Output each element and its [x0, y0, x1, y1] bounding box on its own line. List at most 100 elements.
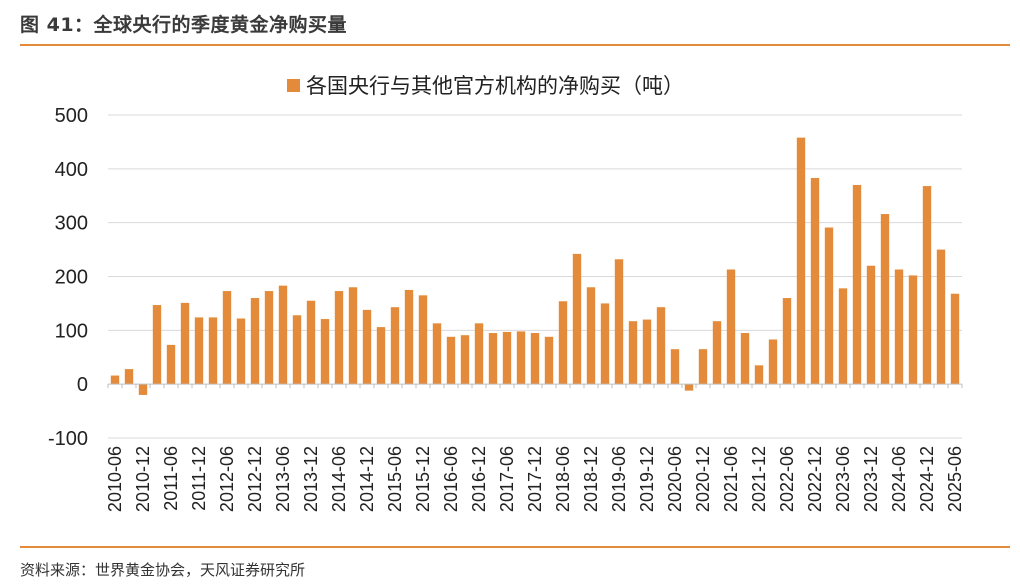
bar: [852, 184, 862, 385]
bar: [628, 321, 638, 385]
bar: [936, 249, 946, 385]
bar: [684, 384, 694, 391]
bar: [600, 303, 610, 385]
bar: [194, 317, 204, 385]
bar: [502, 331, 512, 385]
x-tick-label: 2014-06: [329, 446, 349, 512]
bar: [404, 289, 414, 385]
bar: [768, 339, 778, 385]
bar: [446, 336, 456, 385]
bar: [782, 298, 792, 385]
x-tick-label: 2010-12: [133, 446, 153, 512]
bar: [320, 319, 330, 385]
bar: [572, 253, 582, 385]
x-tick-label: 2020-06: [665, 446, 685, 512]
bar: [376, 327, 386, 385]
bar: [698, 349, 708, 385]
bar: [796, 137, 806, 385]
bar: [810, 177, 820, 385]
x-tick-label: 2019-06: [609, 446, 629, 512]
bar: [236, 318, 246, 385]
bar: [432, 323, 442, 385]
x-tick-label: 2023-06: [833, 446, 853, 512]
bar: [586, 287, 596, 385]
bar: [530, 333, 540, 385]
bar: [460, 335, 470, 385]
y-tick-label: 200: [55, 267, 88, 289]
x-tick-label: 2022-06: [777, 446, 797, 512]
bar: [754, 365, 764, 385]
bar: [362, 309, 372, 385]
x-tick-label: 2024-12: [917, 446, 937, 512]
bar: [950, 293, 960, 385]
bar: [152, 305, 162, 385]
bar: [712, 321, 722, 385]
y-tick-label: 500: [55, 105, 88, 127]
bar: [334, 291, 344, 385]
bar: [474, 323, 484, 385]
y-tick-label: 400: [55, 159, 88, 181]
bar: [488, 333, 498, 385]
x-tick-label: 2012-12: [245, 446, 265, 512]
bar: [390, 307, 400, 385]
bar: [180, 302, 190, 385]
bar: [544, 336, 554, 385]
x-tick-label: 2018-06: [553, 446, 573, 512]
bar: [166, 344, 176, 385]
x-tick-label: 2013-06: [273, 446, 293, 512]
legend-label: 各国央行与其他官方机构的净购买（吨）: [306, 74, 684, 98]
x-tick-label: 2021-12: [749, 446, 769, 512]
x-tick-label: 2011-12: [189, 446, 209, 511]
gridlines: [108, 114, 962, 439]
bar: [418, 295, 428, 385]
bar: [894, 269, 904, 385]
x-tick-label: 2025-06: [945, 446, 965, 512]
bar: [138, 384, 148, 395]
x-tick-label: 2010-06: [105, 446, 125, 512]
bar: [124, 369, 134, 385]
bar: [838, 288, 848, 385]
bottom-rule: [20, 546, 1010, 548]
x-tick-label: 2014-12: [357, 446, 377, 512]
axes: -100 0 100 200 300 400 500 2010-06 2010-12 2011-0…: [48, 105, 965, 512]
bar: [110, 375, 120, 385]
y-tick-label: 0: [77, 374, 88, 396]
bar: [292, 315, 302, 385]
bar: [824, 227, 834, 385]
bar: [264, 291, 274, 385]
bar: [222, 291, 232, 385]
x-tick-label: 2024-06: [889, 446, 909, 512]
x-tick-label: 2013-12: [301, 446, 321, 512]
bar: [922, 186, 932, 385]
y-tick-label: 100: [55, 320, 88, 342]
bar: [880, 214, 890, 385]
x-tick-label: 2020-12: [693, 446, 713, 512]
x-tick-label: 2021-06: [721, 446, 741, 512]
y-tick-label: 300: [55, 213, 88, 235]
bar: [866, 265, 876, 385]
bar: [208, 317, 218, 385]
bar: [558, 301, 568, 385]
bar: [670, 349, 680, 385]
bar: [614, 259, 624, 385]
bar-series: [110, 137, 960, 395]
x-tick-label: 2016-06: [441, 446, 461, 512]
bar: [656, 307, 666, 385]
figure-title: 图 41：全球央行的季度黄金净购买量: [20, 14, 348, 36]
x-tick-label: 2012-06: [217, 446, 237, 512]
source-note: 资料来源：世界黄金协会，天风证券研究所: [20, 561, 306, 579]
top-rule: [20, 44, 1010, 46]
legend-swatch: [287, 79, 300, 92]
bar: [348, 287, 358, 385]
bar: [642, 319, 652, 385]
x-tick-label: 2018-12: [581, 446, 601, 512]
x-tick-label: 2022-12: [805, 446, 825, 512]
bar: [250, 298, 260, 385]
bar: [278, 285, 288, 385]
x-tick-label: 2019-12: [637, 446, 657, 512]
legend: 各国央行与其他官方机构的净购买（吨）: [287, 74, 684, 98]
bar: [740, 333, 750, 385]
x-tick-label: 2023-12: [861, 446, 881, 512]
x-tick-label: 2016-12: [469, 446, 489, 512]
